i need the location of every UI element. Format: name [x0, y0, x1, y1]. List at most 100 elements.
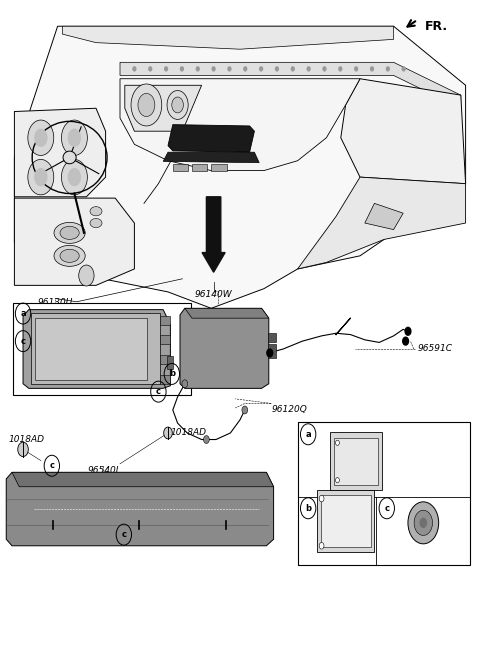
Circle shape	[244, 67, 247, 71]
Text: 96135R: 96135R	[321, 502, 356, 512]
Bar	[160, 316, 170, 325]
Bar	[173, 164, 188, 171]
Circle shape	[165, 67, 168, 71]
Text: 96543: 96543	[399, 502, 428, 512]
Bar	[334, 438, 378, 485]
Text: b: b	[305, 504, 311, 513]
Text: b: b	[169, 369, 175, 379]
Polygon shape	[180, 308, 269, 388]
Circle shape	[196, 67, 199, 71]
Polygon shape	[12, 472, 274, 487]
Bar	[31, 313, 160, 384]
Circle shape	[131, 84, 162, 126]
Circle shape	[182, 380, 188, 388]
Bar	[268, 344, 276, 358]
Bar	[167, 356, 173, 369]
Polygon shape	[120, 62, 461, 108]
FancyArrow shape	[202, 197, 225, 272]
Polygon shape	[341, 79, 466, 184]
Text: 96540J: 96540J	[87, 466, 119, 475]
Circle shape	[138, 93, 155, 117]
Circle shape	[355, 67, 358, 71]
Polygon shape	[163, 152, 259, 163]
Circle shape	[319, 495, 324, 502]
Circle shape	[307, 67, 310, 71]
Circle shape	[260, 67, 263, 71]
Polygon shape	[185, 308, 269, 318]
Bar	[298, 422, 470, 565]
Circle shape	[371, 67, 373, 71]
Ellipse shape	[90, 218, 102, 228]
Bar	[35, 318, 147, 380]
Circle shape	[34, 129, 48, 147]
Polygon shape	[14, 26, 466, 308]
Circle shape	[149, 67, 152, 71]
Bar	[321, 495, 371, 547]
Polygon shape	[23, 310, 170, 388]
Text: c: c	[384, 504, 389, 513]
Circle shape	[180, 67, 183, 71]
Circle shape	[68, 168, 81, 186]
Text: 96130U: 96130U	[37, 298, 73, 308]
Text: c: c	[21, 337, 25, 346]
Circle shape	[386, 67, 389, 71]
Text: FR.: FR.	[425, 20, 448, 33]
Polygon shape	[168, 125, 254, 152]
Circle shape	[323, 67, 326, 71]
Circle shape	[402, 67, 405, 71]
Circle shape	[28, 159, 54, 195]
Polygon shape	[14, 198, 134, 285]
Circle shape	[414, 510, 432, 535]
Circle shape	[242, 406, 248, 414]
Text: 1018AD: 1018AD	[9, 435, 45, 444]
Circle shape	[212, 67, 215, 71]
Bar	[330, 432, 382, 490]
Ellipse shape	[90, 207, 102, 216]
Circle shape	[164, 427, 172, 439]
Text: 96120Q: 96120Q	[271, 405, 307, 414]
Ellipse shape	[60, 226, 79, 239]
Circle shape	[79, 265, 94, 286]
Circle shape	[18, 442, 28, 457]
Polygon shape	[125, 85, 202, 131]
Bar	[160, 335, 170, 344]
Polygon shape	[298, 177, 466, 269]
Bar	[13, 303, 191, 395]
Circle shape	[28, 120, 54, 155]
Circle shape	[291, 67, 294, 71]
Bar	[160, 355, 170, 364]
Polygon shape	[62, 26, 394, 49]
Circle shape	[172, 97, 183, 113]
Circle shape	[405, 327, 411, 335]
Circle shape	[267, 349, 273, 357]
Ellipse shape	[54, 222, 85, 243]
Polygon shape	[120, 79, 360, 171]
Text: 96135L: 96135L	[321, 429, 354, 438]
Circle shape	[319, 543, 324, 549]
Circle shape	[68, 129, 81, 147]
Circle shape	[61, 120, 87, 155]
Circle shape	[339, 67, 342, 71]
Circle shape	[420, 518, 427, 528]
Circle shape	[133, 67, 136, 71]
Text: 1018AD: 1018AD	[170, 428, 206, 437]
Bar	[160, 375, 170, 384]
Polygon shape	[14, 108, 106, 197]
Text: c: c	[121, 530, 126, 539]
Circle shape	[228, 67, 231, 71]
Text: a: a	[305, 430, 311, 439]
Circle shape	[276, 67, 278, 71]
Circle shape	[336, 440, 339, 445]
Ellipse shape	[63, 151, 76, 164]
Circle shape	[34, 168, 48, 186]
Text: 96140W: 96140W	[195, 290, 232, 299]
Bar	[268, 333, 276, 342]
Bar	[211, 164, 227, 171]
Text: 96591C: 96591C	[418, 344, 453, 354]
Polygon shape	[365, 203, 403, 230]
Ellipse shape	[54, 245, 85, 266]
Polygon shape	[6, 472, 274, 546]
Text: a: a	[20, 309, 26, 318]
Ellipse shape	[60, 249, 79, 262]
Bar	[317, 490, 374, 552]
